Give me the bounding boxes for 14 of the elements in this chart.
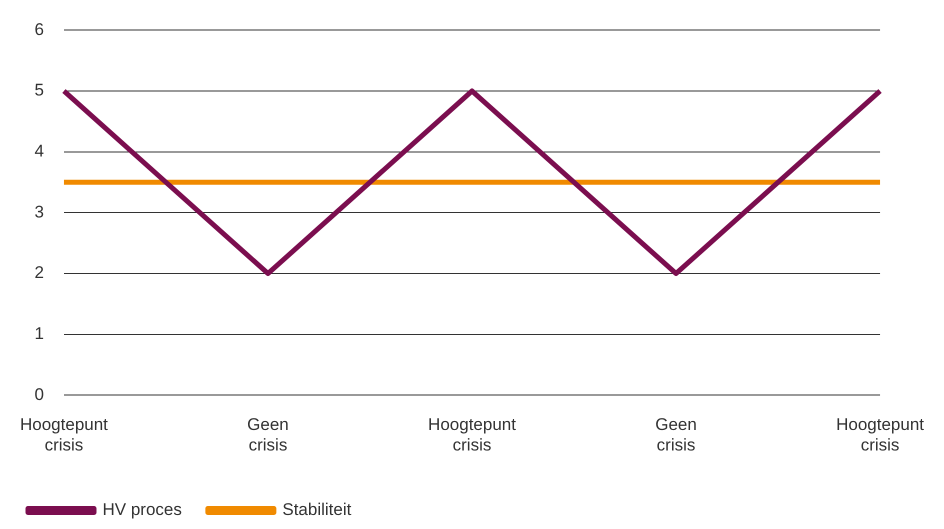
legend-label: HV proces — [102, 500, 182, 520]
x-tick-label: Hoogtepunt crisis — [20, 415, 108, 454]
y-tick-label: 1 — [34, 324, 44, 344]
x-tick-label: Geen crisis — [655, 415, 697, 454]
y-tick-label: 0 — [34, 384, 44, 404]
y-tick-label: 2 — [34, 263, 44, 282]
legend-label: Stabiliteit — [282, 500, 352, 520]
y-tick-label: 3 — [34, 202, 44, 222]
x-tick-label: Hoogtepunt crisis — [428, 415, 516, 454]
y-tick-label: 5 — [34, 80, 44, 100]
y-tick-label: 4 — [34, 142, 44, 161]
x-tick-label: Geen crisis — [247, 415, 289, 454]
x-tick-label: Hoogtepunt crisis — [836, 415, 924, 454]
y-tick-label: 6 — [34, 20, 44, 39]
